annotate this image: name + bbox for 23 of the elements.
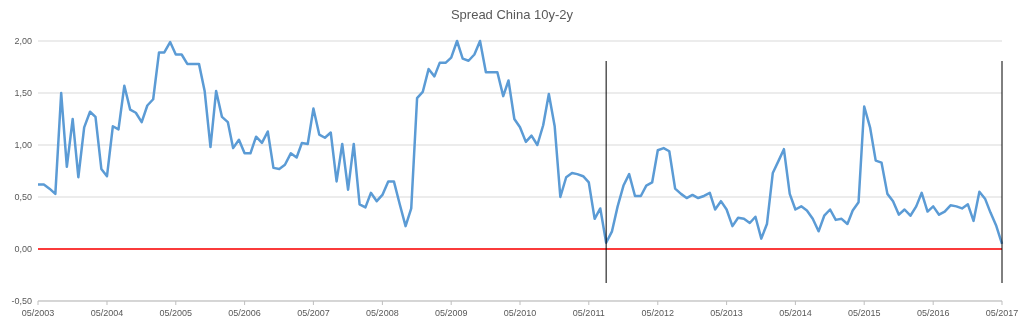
y-tick-label: 1,00 [14, 140, 32, 150]
x-tick-label: 05/2012 [641, 308, 675, 318]
x-tick-label: 05/2003 [21, 308, 55, 318]
x-tick-label: 05/2004 [90, 308, 124, 318]
x-tick-label: 05/2014 [779, 308, 812, 318]
y-tick-label: 1,50 [14, 88, 32, 98]
x-tick-label: 05/2005 [159, 308, 193, 318]
y-tick-label: 0,00 [14, 244, 32, 254]
x-tick-label: 05/2011 [572, 308, 605, 318]
x-tick-label: 05/2009 [434, 308, 468, 318]
x-tick-label: 05/2013 [710, 308, 743, 318]
x-tick-label: 05/2006 [228, 308, 261, 318]
line-series [36, 39, 1004, 246]
y-tick-label: 0,50 [14, 192, 32, 202]
x-tick-label: 05/2017 [985, 308, 1019, 318]
y-tick-label: 2,00 [14, 36, 32, 46]
chart-title: Spread China 10y-2y [450, 7, 574, 22]
x-tick-label: 05/2008 [366, 308, 399, 318]
y-tick-label: -0,50 [11, 296, 32, 306]
x-tick-label: 05/2016 [916, 308, 950, 318]
x-tick-label: 05/2007 [297, 308, 330, 318]
x-tick-label: 05/2010 [503, 308, 537, 318]
x-tick-label: 05/2015 [847, 308, 881, 318]
